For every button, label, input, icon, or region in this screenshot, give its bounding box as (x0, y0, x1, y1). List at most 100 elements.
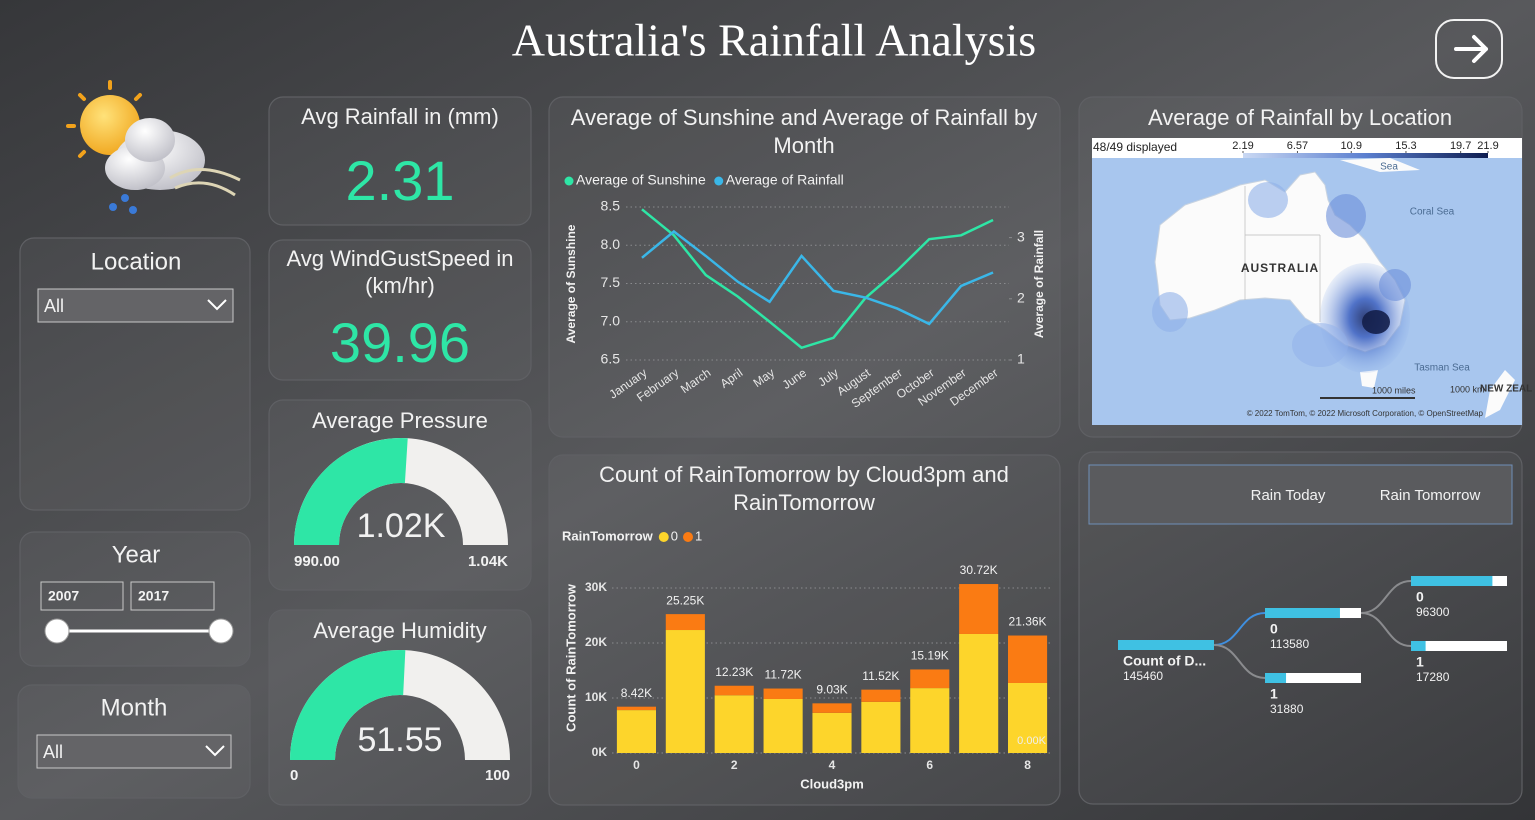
card-label-box: Avg WindGustSpeed in (km/hr) (286, 246, 514, 298)
y-axis-title: Count of RainTomorrow (563, 583, 578, 732)
total-label: 11.72K (765, 668, 802, 682)
tree-panel (1078, 451, 1523, 805)
line-series (641, 229, 994, 326)
y2-axis-title: Average of Rainfall (1032, 230, 1046, 338)
y-tick-label: 8.5 (601, 198, 621, 214)
slider-handle[interactable] (208, 618, 234, 644)
card-value: 39.96 (330, 311, 470, 374)
chevron[interactable] (207, 299, 227, 311)
node-label: 0 (1270, 621, 1278, 637)
chart-title: Average of Sunshine and Average of Rainf… (571, 105, 1037, 158)
y-tick-label: 7.5 (601, 274, 621, 290)
level-name: Rain Today (1251, 487, 1326, 504)
total-label: 30.72K (960, 563, 998, 577)
total-label: 8.42K (621, 686, 652, 700)
bar-segment (665, 630, 705, 753)
bar-segment (616, 706, 656, 711)
title-line: RainTomorrow (733, 490, 875, 515)
y-tick-label: 10K (585, 690, 607, 704)
node-label: Count of D... (1123, 653, 1206, 669)
location-dropdown[interactable]: All (37, 288, 234, 323)
bar-segment (714, 685, 754, 696)
card-label: Avg WindGustSpeed in (km/hr) (286, 246, 514, 298)
bar-segment (812, 703, 852, 713)
y2-tick-label: 1 (1017, 351, 1025, 367)
button-frame[interactable] (1435, 19, 1503, 79)
node-track (1265, 673, 1361, 683)
bar-segment (812, 712, 852, 753)
total-label: 21.36K (1009, 615, 1047, 629)
arrow-icon[interactable] (1454, 35, 1488, 63)
line-series (641, 208, 994, 350)
node-bar (1411, 641, 1426, 651)
map-label: Tasman Sea (1414, 363, 1470, 374)
dropdown-box[interactable] (36, 734, 232, 769)
legend-marker (658, 532, 669, 542)
map-title: Average of Rainfall by Location (1148, 105, 1452, 130)
gauge-fill (290, 649, 406, 760)
node-value: 17280 (1416, 670, 1450, 684)
y2-tick-label: 3 (1017, 228, 1025, 244)
map-label: NEW ZEAL (1480, 384, 1532, 395)
y-tick-label: 20K (585, 635, 607, 649)
next-button[interactable] (1435, 19, 1503, 79)
y-tick-label: 30K (585, 580, 607, 594)
x-tick-label: 2 (731, 758, 738, 772)
dropdown-value[interactable]: All (43, 742, 63, 762)
bar-segment (1008, 635, 1048, 683)
year-from-box[interactable] (40, 581, 124, 611)
total-label: 15.19K (911, 649, 949, 663)
node-value: 96300 (1416, 605, 1450, 619)
month-dropdown[interactable]: All (36, 734, 232, 769)
connector (1360, 580, 1412, 614)
dropdown-value[interactable]: All (44, 296, 64, 316)
gauge-max: 1.04K (468, 553, 508, 570)
node-bar (1118, 640, 1214, 650)
map-scale: 1000 miles (1372, 385, 1416, 395)
map-copyright: © 2022 TomTom, © 2022 Microsoft Corporat… (1247, 409, 1484, 418)
connector (1213, 612, 1266, 646)
slider-handle[interactable] (44, 618, 70, 644)
card-value: 2.31 (346, 149, 455, 212)
node-label: 1 (1416, 654, 1424, 670)
slicer-title: Year (112, 541, 161, 568)
node-track (1411, 641, 1507, 651)
chart-title: Count of RainTomorrow by Cloud3pm and Rai… (599, 462, 1009, 515)
y-tick-label: 6.5 (601, 351, 621, 367)
gauge-min: 0 (290, 767, 298, 784)
dropdown-box[interactable] (37, 288, 234, 323)
annotation: 0.00K (1017, 735, 1046, 747)
x-tick-label: 4 (829, 758, 836, 772)
bar-segment (861, 689, 901, 702)
map-scale: 1000 km (1450, 384, 1485, 394)
bar-segment (763, 688, 803, 699)
title-line: Count of RainTomorrow by Cloud3pm and (599, 462, 1009, 487)
gauge-min: 990.00 (294, 553, 340, 570)
connector (1213, 644, 1266, 679)
node-bar (1265, 608, 1340, 618)
gauge-title: Average Humidity (313, 618, 486, 643)
y-tick-label: 7.0 (601, 312, 621, 328)
legend-label: 1 (695, 528, 702, 543)
x-axis-title: Cloud3pm (800, 776, 864, 791)
legend-label: Average of Sunshine (576, 172, 706, 188)
node-label: 1 (1270, 686, 1278, 702)
bar-segment (861, 701, 901, 753)
total-label: 9.03K (816, 683, 847, 697)
map-count: 48/49 displayed (1093, 140, 1177, 154)
line-chart-panel (548, 96, 1061, 438)
slicer-title: Location (91, 248, 182, 275)
x-tick-label: 8 (1024, 758, 1031, 772)
year-to-box[interactable] (130, 581, 215, 611)
year-to[interactable]: 2017 (138, 588, 169, 604)
bar-segment (1008, 682, 1048, 753)
title-line: Average of Sunshine and Average of Rainf… (571, 105, 1037, 130)
gauge-value: 51.55 (357, 721, 442, 759)
legend-title: RainTomorrow (562, 528, 654, 543)
node-value: 113580 (1270, 637, 1309, 651)
node-bar (1411, 576, 1493, 586)
node-label: 0 (1416, 589, 1424, 605)
chevron[interactable] (205, 745, 225, 757)
year-from[interactable]: 2007 (48, 588, 79, 604)
